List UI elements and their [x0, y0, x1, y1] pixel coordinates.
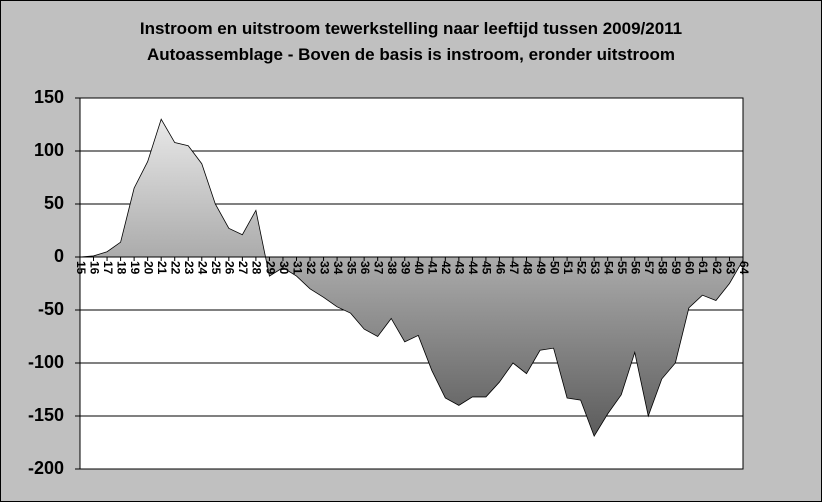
x-tick-label: 25 [209, 261, 223, 275]
x-tick-label: 54 [602, 261, 616, 275]
x-tick-label: 49 [534, 261, 548, 275]
x-tick-label: 58 [656, 261, 670, 275]
x-tick-label: 34 [331, 261, 345, 275]
x-tick-label: 21 [155, 261, 169, 275]
y-tick-label: -150 [28, 405, 64, 425]
x-tick-label: 16 [87, 261, 101, 275]
x-tick-label: 18 [114, 261, 128, 275]
y-tick-label: 100 [34, 140, 64, 160]
x-tick-label: 33 [317, 261, 331, 275]
x-tick-label: 40 [412, 261, 426, 275]
y-tick-label: -50 [38, 299, 64, 319]
x-tick-label: 57 [642, 261, 656, 275]
x-tick-label: 64 [737, 261, 751, 275]
x-tick-label: 42 [439, 261, 453, 275]
x-tick-label: 20 [141, 261, 155, 275]
x-tick-label: 31 [290, 261, 304, 275]
x-tick-label: 52 [574, 261, 588, 275]
area [79, 118, 744, 438]
x-tick-label: 19 [128, 261, 142, 275]
x-tick-label: 23 [182, 261, 196, 275]
x-tick-label: 51 [561, 261, 575, 275]
x-tick-label: 46 [493, 261, 507, 275]
x-tick-label: 27 [236, 261, 250, 275]
x-tick-label: 30 [277, 261, 291, 275]
x-tick-label: 29 [263, 261, 277, 275]
chart-title: Instroom en uitstroom tewerkstelling naa… [140, 19, 682, 38]
y-tick-label: -200 [28, 458, 64, 478]
x-tick-label: 44 [466, 261, 480, 275]
x-tick-label: 45 [480, 261, 494, 275]
x-tick-label: 17 [101, 261, 115, 275]
x-tick-label: 22 [169, 261, 183, 275]
x-tick-label: 60 [683, 261, 697, 275]
x-tick-label: 36 [358, 261, 372, 275]
y-tick-label: 50 [44, 193, 64, 213]
x-tick-label: 41 [426, 261, 440, 275]
y-tick-label: -100 [28, 352, 64, 372]
x-tick-label: 61 [696, 261, 710, 275]
x-tick-label: 26 [223, 261, 237, 275]
x-tick-label: 59 [669, 261, 683, 275]
y-tick-label: 0 [54, 246, 64, 266]
x-tick-label: 38 [385, 261, 399, 275]
x-tick-label: 15 [74, 261, 88, 275]
y-tick-label: 150 [34, 87, 64, 107]
x-tick-label: 56 [629, 261, 643, 275]
x-tick-label: 39 [399, 261, 413, 275]
x-tick-label: 63 [723, 261, 737, 275]
x-tick-label: 28 [250, 261, 264, 275]
plot-border [79, 97, 744, 470]
x-tick-label: 62 [710, 261, 724, 275]
x-tick-label: 32 [304, 261, 318, 275]
x-tick-label: 48 [520, 261, 534, 275]
chart-subtitle: Autoassemblage - Boven de basis is instr… [147, 45, 675, 64]
x-tick-label: 35 [344, 261, 358, 275]
x-tick-label: 55 [615, 261, 629, 275]
x-tick-label: 50 [547, 261, 561, 275]
x-tick-label: 47 [507, 261, 521, 275]
x-tick-label: 24 [196, 261, 210, 275]
x-tick-label: 37 [372, 261, 386, 275]
x-tick-label: 43 [453, 261, 467, 275]
x-tick-label: 53 [588, 261, 602, 275]
